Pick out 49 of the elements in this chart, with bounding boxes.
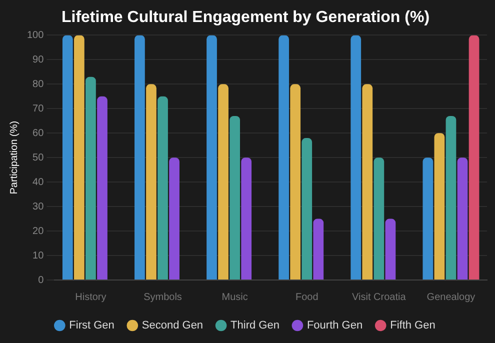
legend-label: Fifth Gen <box>390 320 436 332</box>
bar <box>97 96 108 280</box>
y-tick-label: 60 <box>32 128 44 139</box>
y-tick-label: 20 <box>32 226 44 237</box>
legend-label: Third Gen <box>230 320 280 332</box>
bar <box>206 35 217 280</box>
bar <box>385 218 396 280</box>
x-tick-label: Food <box>295 292 318 303</box>
bar <box>290 84 301 280</box>
x-tick-label: Visit Croatia <box>352 292 406 303</box>
bar <box>457 158 468 280</box>
bar <box>434 133 445 280</box>
bar <box>350 35 362 280</box>
y-tick-label: 80 <box>32 78 44 90</box>
bar <box>446 116 456 280</box>
bar <box>230 116 240 280</box>
x-tick-label: Music <box>222 292 248 303</box>
bar <box>74 35 84 280</box>
x-tick-label: History <box>75 292 106 303</box>
bar <box>134 35 145 280</box>
bar <box>146 84 156 280</box>
x-tick-label: Symbols <box>144 292 182 303</box>
bar <box>362 84 373 280</box>
bar <box>468 35 480 280</box>
legend-label: Fourth Gen <box>306 320 363 332</box>
bar <box>86 76 96 280</box>
bar <box>62 35 73 280</box>
bar <box>218 84 228 280</box>
bar <box>422 158 434 280</box>
y-tick-label: 10 <box>32 250 44 262</box>
y-tick-label: 0 <box>38 274 44 286</box>
x-tick-label: Genealogy <box>426 292 476 303</box>
bar <box>313 218 324 280</box>
y-tick-label: 90 <box>32 54 44 66</box>
y-tick-label: 30 <box>32 201 44 212</box>
bar <box>374 158 384 280</box>
y-tick-label: 50 <box>32 152 44 164</box>
y-axis-title: Participation (%) <box>8 120 20 194</box>
bar <box>241 158 252 280</box>
y-tick-label: 100 <box>26 30 44 41</box>
legend-label: First Gen <box>69 320 114 332</box>
bar <box>278 35 289 280</box>
bar <box>158 96 168 280</box>
chart-title: Lifetime Cultural Engagement by Generation (%) <box>61 9 430 26</box>
y-tick-label: 40 <box>32 176 44 188</box>
legend-label: Second Gen <box>142 320 204 332</box>
bar <box>169 158 180 280</box>
bar <box>302 138 312 280</box>
y-tick-label: 70 <box>32 103 44 114</box>
